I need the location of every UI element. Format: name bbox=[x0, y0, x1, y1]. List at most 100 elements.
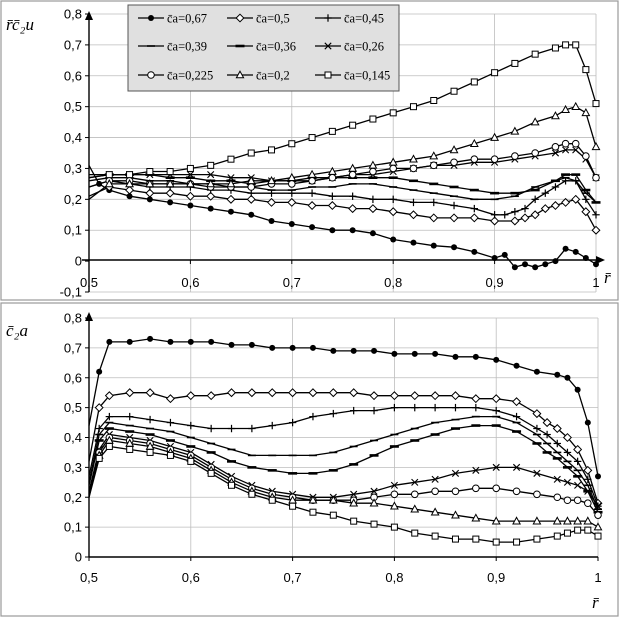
top-xtick-label-1: 0,6 bbox=[181, 275, 199, 290]
top-series-8-point-19 bbox=[470, 78, 478, 86]
bottom-series-0-point-1 bbox=[96, 368, 103, 375]
top-series-0-point-14 bbox=[349, 227, 356, 234]
bottom-series-0-point-18 bbox=[432, 350, 439, 357]
top-series-6-point-14 bbox=[369, 167, 377, 176]
bottom-y-axis-label: c̄₂a bbox=[6, 321, 28, 340]
bottom-ytick-label-3: 0,3 bbox=[64, 460, 82, 475]
bottom-series-5-point-25 bbox=[563, 478, 572, 486]
bottom-series-7-point-24 bbox=[552, 516, 562, 525]
bottom-series-8-point-18 bbox=[431, 532, 439, 540]
bottom-series-0-point-11 bbox=[289, 344, 296, 351]
bottom-series-6-point-20 bbox=[472, 484, 480, 493]
bottom-series-5-point-22 bbox=[512, 463, 521, 471]
bottom-series-8-point-27 bbox=[584, 526, 592, 534]
top-series-2-point-12 bbox=[328, 192, 337, 200]
bottom-series-8-point-10 bbox=[268, 496, 276, 504]
top-series-6-point-27 bbox=[592, 173, 600, 182]
top-series-group bbox=[88, 41, 601, 271]
top-series-8-point-18 bbox=[450, 87, 458, 95]
top-series-1-point-19 bbox=[469, 213, 479, 223]
bottom-series-2-point-5 bbox=[166, 418, 175, 427]
top-series-6-point-8 bbox=[247, 183, 256, 191]
bottom-series-1-point-21 bbox=[491, 394, 501, 404]
bottom-xtick-label-3: 0,8 bbox=[385, 570, 403, 585]
top-series-1-point-28 bbox=[581, 207, 591, 217]
bottom-series-6-point-18 bbox=[431, 487, 439, 496]
top-series-2-point-22 bbox=[511, 207, 519, 216]
top-series-7-point-11 bbox=[307, 169, 317, 178]
bottom-series-1-point-7 bbox=[206, 391, 216, 401]
top-series-7-point-19 bbox=[469, 138, 479, 148]
bottom-series-1-point-4 bbox=[145, 388, 155, 398]
bottom-tick-labels: 0 0,1 0,2 0,3 0,4 0,5 0,6 0,7 0,8 0,5 0,6 0,7 0,8 0,9… bbox=[64, 311, 602, 586]
legend-item-8: c̄a=0,145 bbox=[315, 69, 390, 83]
top-ytick-label-3: 0,2 bbox=[64, 192, 82, 207]
bottom-series-5-point-17 bbox=[411, 478, 419, 486]
top-series-7-point-16 bbox=[409, 154, 418, 163]
bottom-xtick-label-0: 0,5 bbox=[80, 570, 98, 585]
top-series-5-point-6 bbox=[207, 171, 215, 179]
bottom-chart: 0 0,1 0,2 0,3 0,4 0,5 0,6 0,7 0,8 0,5 0,6 0,7 0,8 0,9… bbox=[6, 311, 603, 612]
top-series-7-point-24 bbox=[561, 104, 571, 114]
bottom-series-7-point-28 bbox=[593, 522, 603, 531]
bottom-series-8-point-23 bbox=[533, 535, 541, 543]
bottom-series-5-point-14 bbox=[350, 490, 358, 498]
top-xtick-label-2: 0,7 bbox=[283, 275, 301, 290]
bottom-xtick-label-2: 0,7 bbox=[284, 570, 302, 585]
bottom-series-2-point-3 bbox=[126, 412, 134, 421]
top-series-6-point-13 bbox=[348, 170, 357, 179]
top-series-8-line bbox=[89, 44, 597, 176]
top-x-axis-arrow bbox=[596, 256, 605, 264]
top-series-2-point-24 bbox=[531, 195, 539, 204]
bottom-series-8-point-13 bbox=[329, 511, 337, 519]
bottom-series-5-point-19 bbox=[451, 469, 460, 477]
bottom-series-0-point-26 bbox=[574, 386, 581, 393]
top-ytick-label-2: 0,1 bbox=[64, 223, 82, 238]
top-series-2-point-30 bbox=[592, 211, 600, 219]
top-series-1-point-4 bbox=[165, 188, 175, 198]
top-series-2-point-13 bbox=[348, 192, 357, 200]
top-series-0-point-15 bbox=[369, 230, 376, 237]
bottom-series-7-point-26 bbox=[573, 516, 583, 525]
bottom-series-1-point-28 bbox=[583, 465, 593, 475]
top-series-8-point-26 bbox=[582, 66, 590, 74]
bottom-series-1-point-9 bbox=[247, 388, 257, 398]
top-ytick-label-7: 0,6 bbox=[64, 68, 82, 83]
legend-box bbox=[127, 4, 400, 92]
bottom-series-8-point-12 bbox=[309, 508, 317, 516]
top-series-2-point-19 bbox=[470, 204, 479, 213]
bottom-ytick-label-7: 0,7 bbox=[64, 340, 82, 355]
top-series-6-point-23 bbox=[551, 143, 560, 151]
bottom-series-0-point-23 bbox=[533, 368, 540, 375]
top-series-0-point-11 bbox=[288, 221, 295, 228]
top-series-5-point-7 bbox=[227, 174, 235, 182]
top-series-2-point-29 bbox=[582, 195, 590, 204]
top-series-2-point-26 bbox=[551, 183, 560, 191]
bottom-series-5-point-20 bbox=[472, 466, 480, 474]
top-series-1-point-29 bbox=[591, 225, 601, 235]
bottom-xtick-label-1: 0,6 bbox=[182, 570, 200, 585]
bottom-series-0-point-16 bbox=[391, 350, 398, 357]
bottom-series-8-point-7 bbox=[207, 469, 215, 477]
top-series-1-point-3 bbox=[145, 188, 155, 198]
top-series-7-point-23 bbox=[550, 111, 560, 120]
bottom-series-7-point-21 bbox=[491, 516, 501, 525]
bottom-series-0-point-15 bbox=[371, 347, 378, 354]
bottom-series-0-point-8 bbox=[228, 341, 235, 348]
bottom-series-2-point-22 bbox=[512, 412, 521, 421]
bottom-series-7-point-18 bbox=[430, 507, 440, 516]
top-series-7-point-26 bbox=[581, 107, 591, 117]
top-series-5-point-23 bbox=[551, 149, 560, 157]
bottom-series-5-point-15 bbox=[370, 487, 378, 495]
top-series-0-point-17 bbox=[410, 239, 417, 246]
top-series-2-point-17 bbox=[430, 198, 438, 207]
top-series-8-point-25 bbox=[572, 41, 580, 49]
top-series-7-point-9 bbox=[267, 175, 276, 185]
legend-item-2-marker bbox=[324, 14, 332, 22]
bottom-series-1-point-12 bbox=[308, 388, 318, 398]
bottom-series-6-point-16 bbox=[390, 490, 399, 499]
bottom-series-1-point-2 bbox=[104, 391, 114, 401]
top-series-8-point-16 bbox=[409, 103, 417, 111]
bottom-series-2-point-25 bbox=[553, 439, 561, 448]
